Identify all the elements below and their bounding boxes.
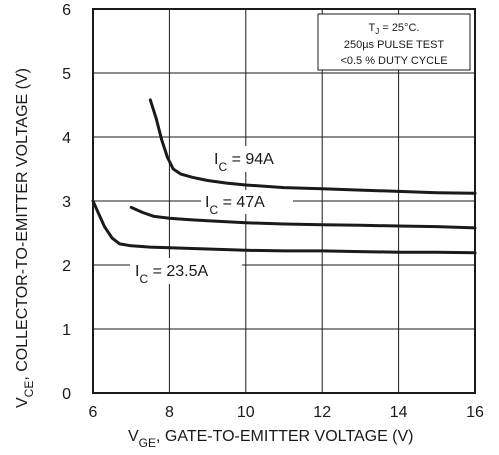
x-tick-label: 16 <box>466 404 484 421</box>
plot-frame <box>92 8 476 394</box>
y-tick-label: 3 <box>62 194 71 211</box>
y-tick-label: 5 <box>62 66 71 83</box>
series-label-47A: IC = 47A <box>201 190 293 217</box>
annotation-line-3: <0.5 % DUTY CYCLE <box>340 55 447 67</box>
y-tick-label: 2 <box>62 258 71 275</box>
test-conditions-box: TJ = 25°C. 250µs PULSE TEST <0.5 % DUTY … <box>317 13 471 71</box>
y-axis-title: VCE, COLLECTOR-TO-EMITTER VOLTAGE (V) <box>14 68 36 408</box>
x-tick-label: 6 <box>89 404 98 421</box>
series-line-47A <box>129 205 477 230</box>
y-tick-label: 1 <box>62 322 71 339</box>
x-tick-label: 12 <box>313 404 331 421</box>
svg-text:IC = 47A: IC = 47A <box>205 194 265 217</box>
y-tick-label: 4 <box>62 130 71 147</box>
series-label-23-5A: IC = 23.5A <box>130 258 242 286</box>
svg-text:IC = 94A: IC = 94A <box>214 151 274 174</box>
svg-text:TJ = 25°C.: TJ = 25°C. <box>369 22 420 36</box>
x-axis-title: VGE, GATE-TO-EMITTER VOLTAGE (V) <box>128 428 414 450</box>
x-tick-labels: 6 8 10 12 14 16 <box>89 404 484 421</box>
y-tick-label: 6 <box>62 2 71 19</box>
y-tick-labels: 0 1 2 3 4 5 6 <box>62 2 71 403</box>
y-tick-label: 0 <box>62 386 71 403</box>
x-tick-label: 8 <box>165 404 174 421</box>
series-line-23-5A <box>91 199 477 255</box>
x-tick-label: 10 <box>237 404 255 421</box>
curves <box>91 98 477 255</box>
annotation-line-2: 250µs PULSE TEST <box>344 39 445 51</box>
svg-text:IC = 23.5A: IC = 23.5A <box>135 263 209 286</box>
series-label-94A: IC = 94A <box>210 146 302 174</box>
x-tick-label: 14 <box>390 404 408 421</box>
series-line-94A <box>148 98 477 195</box>
